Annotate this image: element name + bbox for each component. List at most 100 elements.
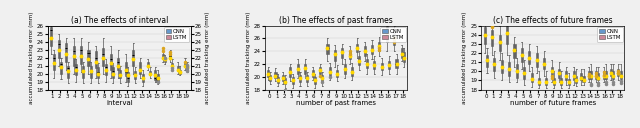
Y-axis label: accumulated tracking error (mm): accumulated tracking error (mm) (29, 11, 34, 104)
PathPatch shape (267, 70, 269, 77)
PathPatch shape (582, 76, 584, 82)
PathPatch shape (597, 73, 600, 81)
X-axis label: number of past frames: number of past frames (296, 100, 376, 106)
PathPatch shape (154, 70, 156, 80)
PathPatch shape (531, 73, 532, 82)
PathPatch shape (120, 70, 122, 78)
PathPatch shape (565, 71, 568, 81)
PathPatch shape (67, 66, 70, 78)
PathPatch shape (553, 78, 555, 85)
PathPatch shape (88, 50, 90, 66)
PathPatch shape (366, 59, 368, 68)
PathPatch shape (550, 67, 552, 76)
PathPatch shape (560, 78, 563, 85)
PathPatch shape (149, 71, 151, 75)
PathPatch shape (52, 54, 54, 70)
PathPatch shape (618, 69, 620, 76)
PathPatch shape (297, 64, 299, 74)
PathPatch shape (75, 64, 77, 75)
PathPatch shape (276, 77, 279, 83)
PathPatch shape (580, 73, 582, 81)
PathPatch shape (484, 27, 486, 44)
PathPatch shape (573, 71, 575, 81)
PathPatch shape (595, 71, 597, 79)
PathPatch shape (486, 55, 488, 67)
PathPatch shape (612, 71, 614, 79)
PathPatch shape (269, 75, 271, 81)
PathPatch shape (364, 46, 365, 56)
PathPatch shape (396, 59, 397, 68)
PathPatch shape (536, 53, 538, 67)
PathPatch shape (506, 26, 508, 44)
PathPatch shape (381, 63, 383, 70)
PathPatch shape (378, 42, 381, 51)
PathPatch shape (521, 49, 523, 62)
PathPatch shape (491, 30, 493, 46)
PathPatch shape (95, 51, 97, 68)
Title: (b) The effects of past frames: (b) The effects of past frames (279, 16, 393, 25)
PathPatch shape (109, 54, 112, 70)
PathPatch shape (358, 56, 360, 65)
X-axis label: interval: interval (106, 100, 132, 106)
Y-axis label: accumulated tracking error (mm): accumulated tracking error (mm) (205, 11, 209, 104)
PathPatch shape (356, 44, 358, 52)
PathPatch shape (568, 79, 570, 85)
Y-axis label: accumulated tracking error (mm): accumulated tracking error (mm) (463, 11, 467, 104)
Y-axis label: accumulated tracking error (mm): accumulated tracking error (mm) (246, 11, 251, 104)
PathPatch shape (284, 78, 286, 84)
PathPatch shape (102, 48, 104, 66)
PathPatch shape (104, 64, 107, 75)
PathPatch shape (58, 40, 60, 58)
PathPatch shape (326, 44, 328, 54)
PathPatch shape (97, 67, 99, 78)
PathPatch shape (545, 78, 547, 85)
PathPatch shape (177, 66, 179, 71)
PathPatch shape (528, 51, 531, 64)
PathPatch shape (134, 71, 136, 79)
PathPatch shape (72, 46, 75, 66)
PathPatch shape (282, 75, 284, 81)
Legend: CNN, LSTM: CNN, LSTM (597, 27, 623, 42)
PathPatch shape (169, 54, 171, 59)
PathPatch shape (588, 71, 590, 79)
PathPatch shape (291, 77, 294, 84)
PathPatch shape (336, 70, 338, 77)
PathPatch shape (508, 62, 510, 76)
PathPatch shape (602, 71, 605, 79)
PathPatch shape (186, 66, 188, 70)
PathPatch shape (386, 26, 388, 42)
PathPatch shape (132, 50, 134, 66)
PathPatch shape (493, 58, 495, 71)
PathPatch shape (321, 75, 323, 82)
PathPatch shape (393, 32, 396, 45)
PathPatch shape (558, 69, 560, 78)
PathPatch shape (112, 67, 114, 78)
PathPatch shape (147, 62, 149, 67)
PathPatch shape (82, 66, 84, 78)
Legend: CNN, LSTM: CNN, LSTM (380, 27, 406, 42)
PathPatch shape (403, 52, 405, 62)
PathPatch shape (90, 66, 92, 78)
PathPatch shape (312, 70, 314, 77)
PathPatch shape (289, 67, 291, 77)
PathPatch shape (314, 77, 316, 84)
PathPatch shape (349, 51, 351, 59)
Title: (c) The effects of future frames: (c) The effects of future frames (493, 16, 612, 25)
PathPatch shape (140, 62, 141, 74)
PathPatch shape (157, 74, 159, 82)
PathPatch shape (516, 64, 518, 78)
PathPatch shape (307, 75, 308, 82)
PathPatch shape (184, 62, 186, 67)
PathPatch shape (80, 46, 82, 64)
PathPatch shape (304, 64, 306, 74)
PathPatch shape (60, 62, 62, 74)
PathPatch shape (388, 61, 390, 69)
PathPatch shape (275, 72, 276, 78)
PathPatch shape (610, 69, 612, 76)
PathPatch shape (172, 63, 173, 67)
PathPatch shape (179, 70, 181, 74)
PathPatch shape (373, 61, 375, 69)
PathPatch shape (299, 75, 301, 82)
PathPatch shape (371, 45, 373, 54)
PathPatch shape (127, 72, 129, 82)
